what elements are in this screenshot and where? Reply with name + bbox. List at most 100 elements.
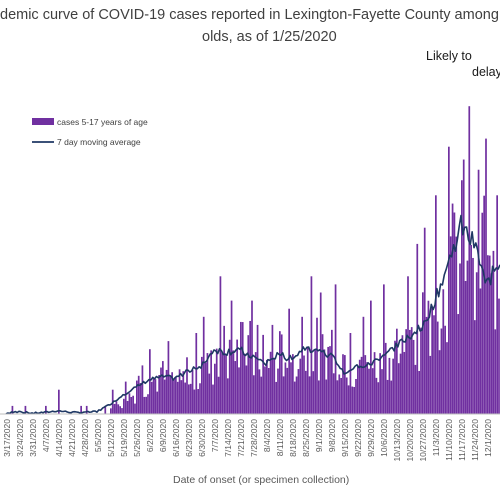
daily-case-bar <box>375 377 378 414</box>
daily-case-bar <box>332 373 335 414</box>
daily-case-bar <box>124 381 127 414</box>
daily-case-bar <box>344 355 346 414</box>
daily-case-bar <box>245 365 248 414</box>
daily-case-bar <box>394 340 396 414</box>
daily-case-bar <box>410 327 413 414</box>
legend-bar-swatch <box>32 118 54 125</box>
daily-case-bar <box>371 368 374 414</box>
daily-case-bar <box>201 356 203 414</box>
daily-case-bar <box>487 255 489 414</box>
daily-case-bar <box>223 325 225 414</box>
x-tick-label: 5/5/2020 <box>93 419 103 452</box>
daily-case-bar <box>11 405 14 414</box>
x-tick-label: 8/11/2020 <box>275 419 285 456</box>
daily-case-bar <box>370 300 372 414</box>
x-tick-label: 5/26/2020 <box>132 419 142 457</box>
daily-case-bar <box>173 378 175 414</box>
daily-case-bar <box>383 284 385 414</box>
daily-case-bar <box>134 403 136 414</box>
daily-case-bar <box>477 169 480 414</box>
daily-case-bar <box>191 370 194 414</box>
daily-case-bar <box>212 384 214 414</box>
daily-case-bar <box>243 353 246 414</box>
x-tick-label: 6/30/2020 <box>197 419 207 457</box>
daily-case-bar <box>488 255 491 414</box>
daily-case-bar <box>362 316 365 414</box>
daily-case-bar <box>444 325 446 414</box>
daily-case-bar <box>340 377 342 414</box>
daily-case-bar <box>152 378 155 414</box>
daily-case-bar <box>338 374 341 414</box>
x-axis-label: Date of onset (or specimen collection) <box>173 474 349 486</box>
daily-case-bar <box>247 335 250 414</box>
daily-case-bar <box>310 276 313 414</box>
daily-case-bar <box>323 349 326 414</box>
x-tick-label: 9/22/2020 <box>353 419 363 457</box>
daily-case-bar <box>407 276 409 414</box>
daily-case-bar <box>366 362 368 414</box>
daily-case-bar <box>253 375 255 414</box>
daily-case-bar <box>470 245 472 414</box>
daily-case-bar <box>163 379 166 414</box>
daily-case-bar <box>180 380 183 414</box>
daily-case-bar <box>451 203 454 414</box>
daily-case-bar <box>303 355 305 414</box>
chart-title-line1: demic curve of COVID-19 cases reported i… <box>0 7 500 23</box>
daily-case-bar <box>329 346 331 414</box>
daily-case-bar <box>427 300 430 414</box>
daily-case-bar <box>249 320 251 414</box>
daily-case-bar <box>436 321 439 414</box>
daily-case-bar <box>217 376 220 414</box>
daily-case-bar <box>158 375 160 414</box>
daily-case-bar <box>453 212 456 414</box>
x-tick-label: 3/31/2020 <box>28 419 38 457</box>
daily-case-bar <box>353 386 355 414</box>
daily-case-bar <box>377 382 380 414</box>
daily-case-bar <box>143 396 146 414</box>
x-tick-label: 8/4/2020 <box>262 419 272 452</box>
daily-case-bar <box>409 329 411 414</box>
daily-case-bar <box>425 316 428 414</box>
bars-layer <box>11 106 500 414</box>
daily-case-bar <box>386 379 389 414</box>
daily-case-bar <box>169 375 172 414</box>
legend-line-label: 7 day moving average <box>57 137 141 147</box>
daily-case-bar <box>182 371 185 414</box>
daily-case-bar <box>195 333 198 414</box>
daily-case-bar <box>388 357 391 414</box>
x-tick-label: 3/17/2020 <box>2 419 12 457</box>
daily-case-bar <box>397 363 400 414</box>
daily-case-bar <box>401 335 404 414</box>
daily-case-bar <box>305 370 307 414</box>
daily-case-bar <box>360 356 363 414</box>
x-tick-label: 7/28/2020 <box>249 419 259 457</box>
x-tick-label: 10/27/2020 <box>418 419 428 462</box>
daily-case-bar <box>197 389 199 414</box>
x-tick-label: 8/18/2020 <box>288 419 298 457</box>
daily-case-bar <box>314 350 316 414</box>
daily-case-bar <box>336 380 339 414</box>
daily-case-bar <box>227 378 229 414</box>
daily-case-bar <box>472 257 474 414</box>
daily-case-bar <box>156 391 159 414</box>
daily-case-bar <box>115 401 118 414</box>
daily-case-bar <box>277 368 279 414</box>
x-tick-label: 11/24/2020 <box>470 419 480 461</box>
daily-case-bar <box>422 292 424 414</box>
daily-case-bar <box>279 331 281 414</box>
daily-case-bar <box>308 376 311 414</box>
daily-case-bar <box>475 272 478 414</box>
daily-case-bar <box>438 350 441 414</box>
daily-case-bar <box>219 276 222 414</box>
x-tick-label: 4/21/2020 <box>67 419 77 457</box>
daily-case-bar <box>392 358 394 414</box>
x-tick-label: 8/25/2020 <box>301 419 311 457</box>
x-tick-label: 4/14/2020 <box>54 419 64 457</box>
daily-case-bar <box>214 363 216 414</box>
daily-case-bar <box>136 380 138 414</box>
daily-case-bar <box>442 289 445 414</box>
daily-case-bar <box>208 373 211 414</box>
daily-case-bar <box>431 308 433 414</box>
daily-case-bar <box>429 355 432 414</box>
daily-case-bar <box>175 376 177 414</box>
